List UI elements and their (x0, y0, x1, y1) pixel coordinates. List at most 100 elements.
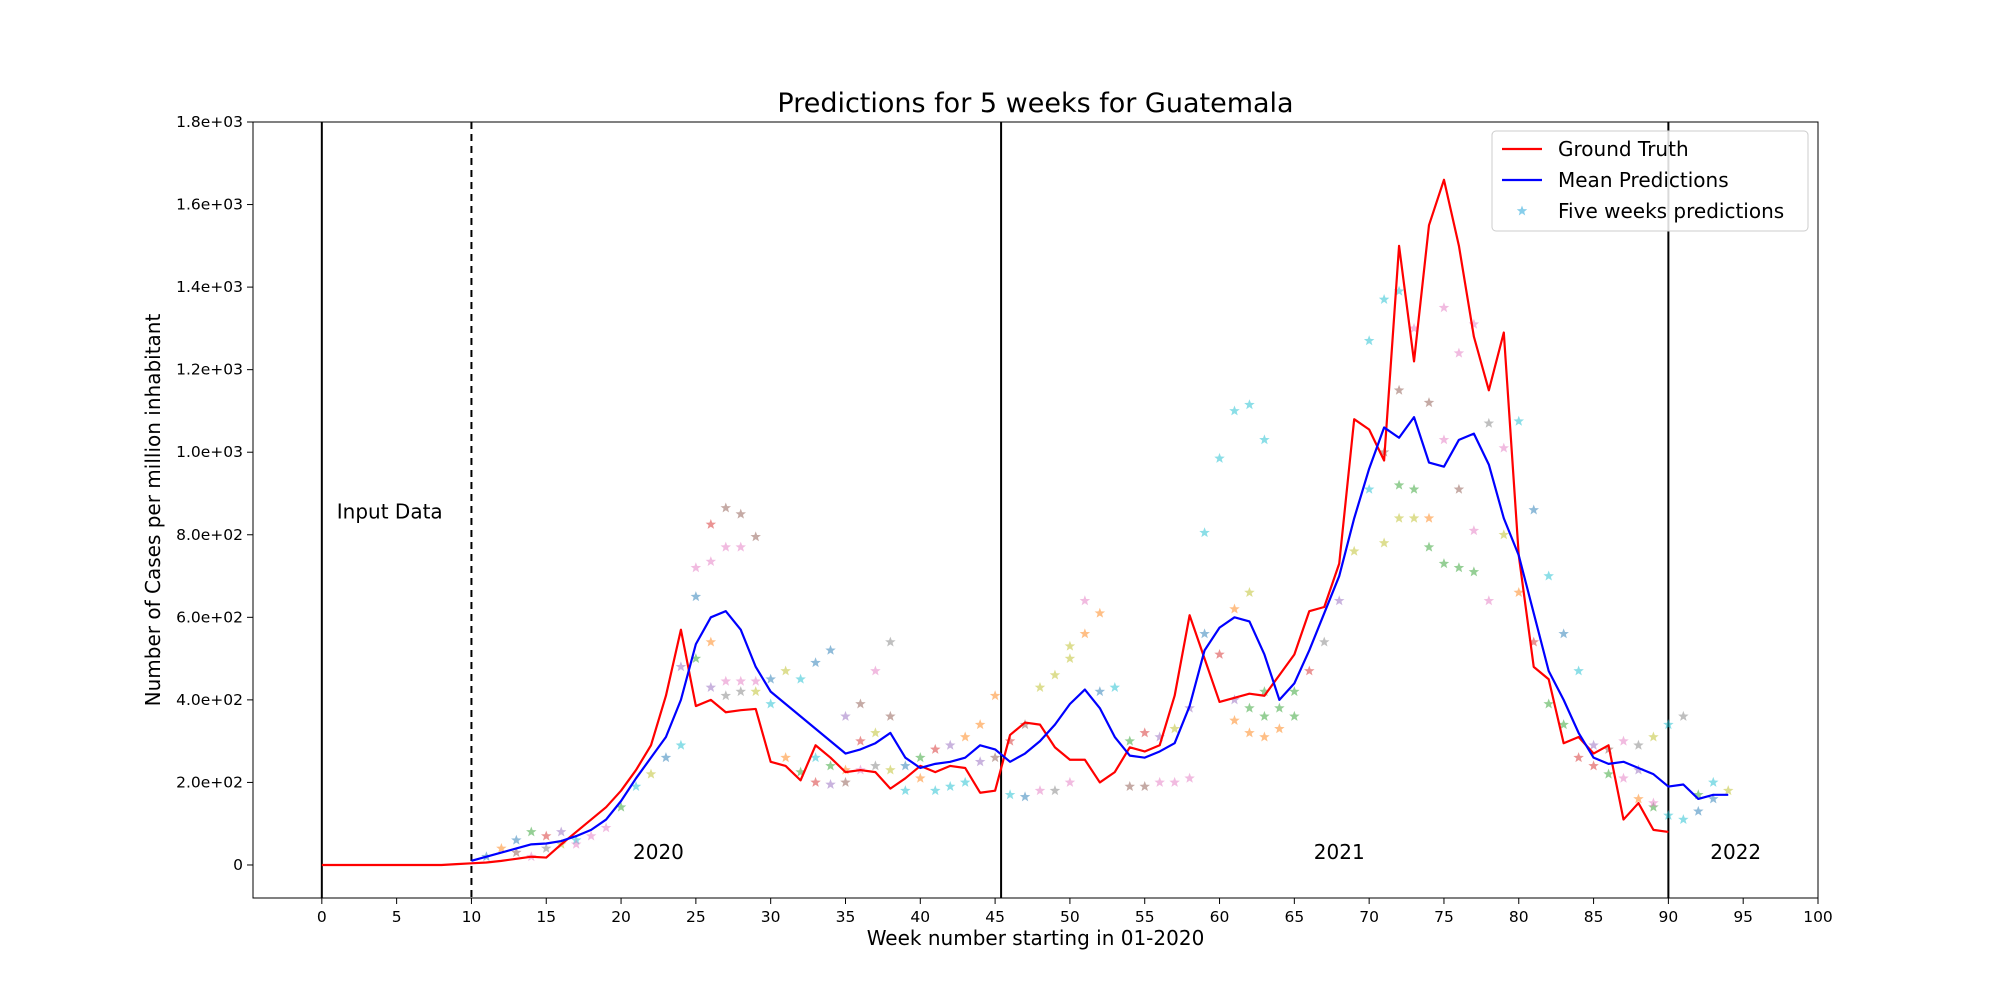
scatter-point (1603, 768, 1614, 779)
x-tick-label: 85 (1584, 908, 1604, 926)
scatter-point (1034, 681, 1046, 692)
scatter-point (555, 826, 567, 837)
scatter-point (1588, 739, 1599, 750)
scatter-point (1393, 285, 1405, 296)
scatter-point (1393, 384, 1405, 395)
scatter-point (870, 665, 881, 676)
scatter-point (1244, 727, 1255, 738)
scatter-point (735, 508, 746, 519)
scatter-point (795, 673, 806, 684)
scatter-point (885, 636, 896, 647)
scatter-point (585, 830, 597, 841)
scatter-point (1259, 710, 1270, 721)
x-tick-label: 90 (1659, 908, 1679, 926)
scatter-point (1648, 801, 1659, 812)
scatter-point (1229, 405, 1240, 416)
scatter-point (735, 675, 746, 686)
x-tick-label: 45 (985, 908, 1005, 926)
scatter-point (1408, 483, 1420, 494)
annotation: 2021 (1314, 840, 1365, 864)
scatter-point (870, 727, 881, 738)
scatter-point (1663, 809, 1674, 820)
x-tick-label: 30 (761, 908, 781, 926)
legend-label: Mean Predictions (1558, 168, 1729, 192)
scatter-point (1573, 752, 1584, 763)
scatter-point (1438, 302, 1450, 313)
y-tick-label: 1.4e+03 (176, 278, 243, 296)
scatter-point (810, 657, 821, 668)
scatter-point (645, 768, 657, 779)
scatter-point (1139, 727, 1150, 738)
scatter-point (1109, 681, 1121, 692)
y-axis-label: Number of Cases per million inhabitant (141, 314, 165, 707)
scatter-point (511, 834, 522, 845)
scatter-point (1229, 603, 1240, 614)
scatter-point (1483, 417, 1495, 428)
scatter-point (1633, 764, 1644, 775)
scatter-point (974, 756, 986, 767)
scatter-point (675, 739, 687, 750)
scatter-point (1259, 731, 1270, 742)
scatter-point (1064, 653, 1076, 664)
scatter-point (1199, 628, 1210, 639)
series-line-mean-predictions (471, 416, 1729, 862)
scatter-point (944, 781, 956, 791)
scatter-point (750, 675, 761, 686)
scatter-point (915, 772, 926, 783)
scatter-point (1558, 628, 1569, 639)
legend-swatch (1516, 205, 1528, 216)
scatter-point (1453, 483, 1465, 494)
scatter-point (1723, 785, 1734, 796)
scatter-point (690, 653, 702, 664)
x-tick-label: 50 (1060, 908, 1080, 926)
scatter-point (1483, 595, 1495, 606)
scatter-point (1513, 587, 1524, 597)
x-tick-label: 25 (686, 908, 706, 926)
plot-area (252, 121, 1819, 899)
scatter-point (795, 766, 806, 777)
legend-label: Five weeks predictions (1558, 199, 1784, 223)
scatter-point (1423, 397, 1435, 408)
x-tick-label: 35 (836, 908, 856, 926)
annotation: Input Data (337, 499, 443, 523)
scatter-point (735, 541, 746, 552)
scatter-point (1244, 702, 1255, 713)
scatter-point (930, 743, 941, 754)
scatter-point (1393, 479, 1405, 490)
scatter-point (705, 636, 717, 647)
scatter-point (974, 719, 986, 730)
scatter-point (705, 518, 717, 529)
scatter-point (1229, 715, 1240, 725)
legend-label: Ground Truth (1558, 137, 1689, 161)
x-tick-label: 55 (1135, 908, 1155, 926)
scatter-point (1289, 686, 1300, 697)
scatter-five-weeks-predictions (481, 285, 1734, 862)
scatter-point (915, 752, 926, 763)
scatter-point (690, 591, 702, 602)
scatter-point (1363, 335, 1375, 346)
chart-title: Predictions for 5 weeks for Guatemala (777, 88, 1293, 119)
y-tick-label: 1.8e+03 (176, 113, 243, 131)
scatter-point (1214, 648, 1225, 659)
scatter-point (1513, 415, 1524, 426)
scatter-point (1244, 399, 1255, 410)
scatter-point (1348, 545, 1360, 556)
x-tick-label: 40 (910, 908, 930, 926)
scatter-point (840, 764, 851, 775)
scatter-point (1558, 719, 1569, 730)
scatter-point (989, 752, 1001, 763)
x-tick-label: 75 (1434, 908, 1454, 926)
scatter-point (944, 739, 956, 750)
scatter-point (1408, 512, 1420, 523)
scatter-point (1378, 293, 1390, 304)
scatter-point (570, 838, 582, 849)
scatter-point (1468, 566, 1480, 577)
annotation: 2022 (1710, 840, 1761, 864)
x-tick-label: 70 (1359, 908, 1379, 926)
scatter-point (1378, 537, 1390, 548)
scatter-point (810, 776, 821, 787)
scatter-point (1453, 347, 1465, 358)
scatter-point (1333, 595, 1345, 606)
scatter-point (526, 826, 537, 837)
scatter-point (885, 764, 896, 775)
